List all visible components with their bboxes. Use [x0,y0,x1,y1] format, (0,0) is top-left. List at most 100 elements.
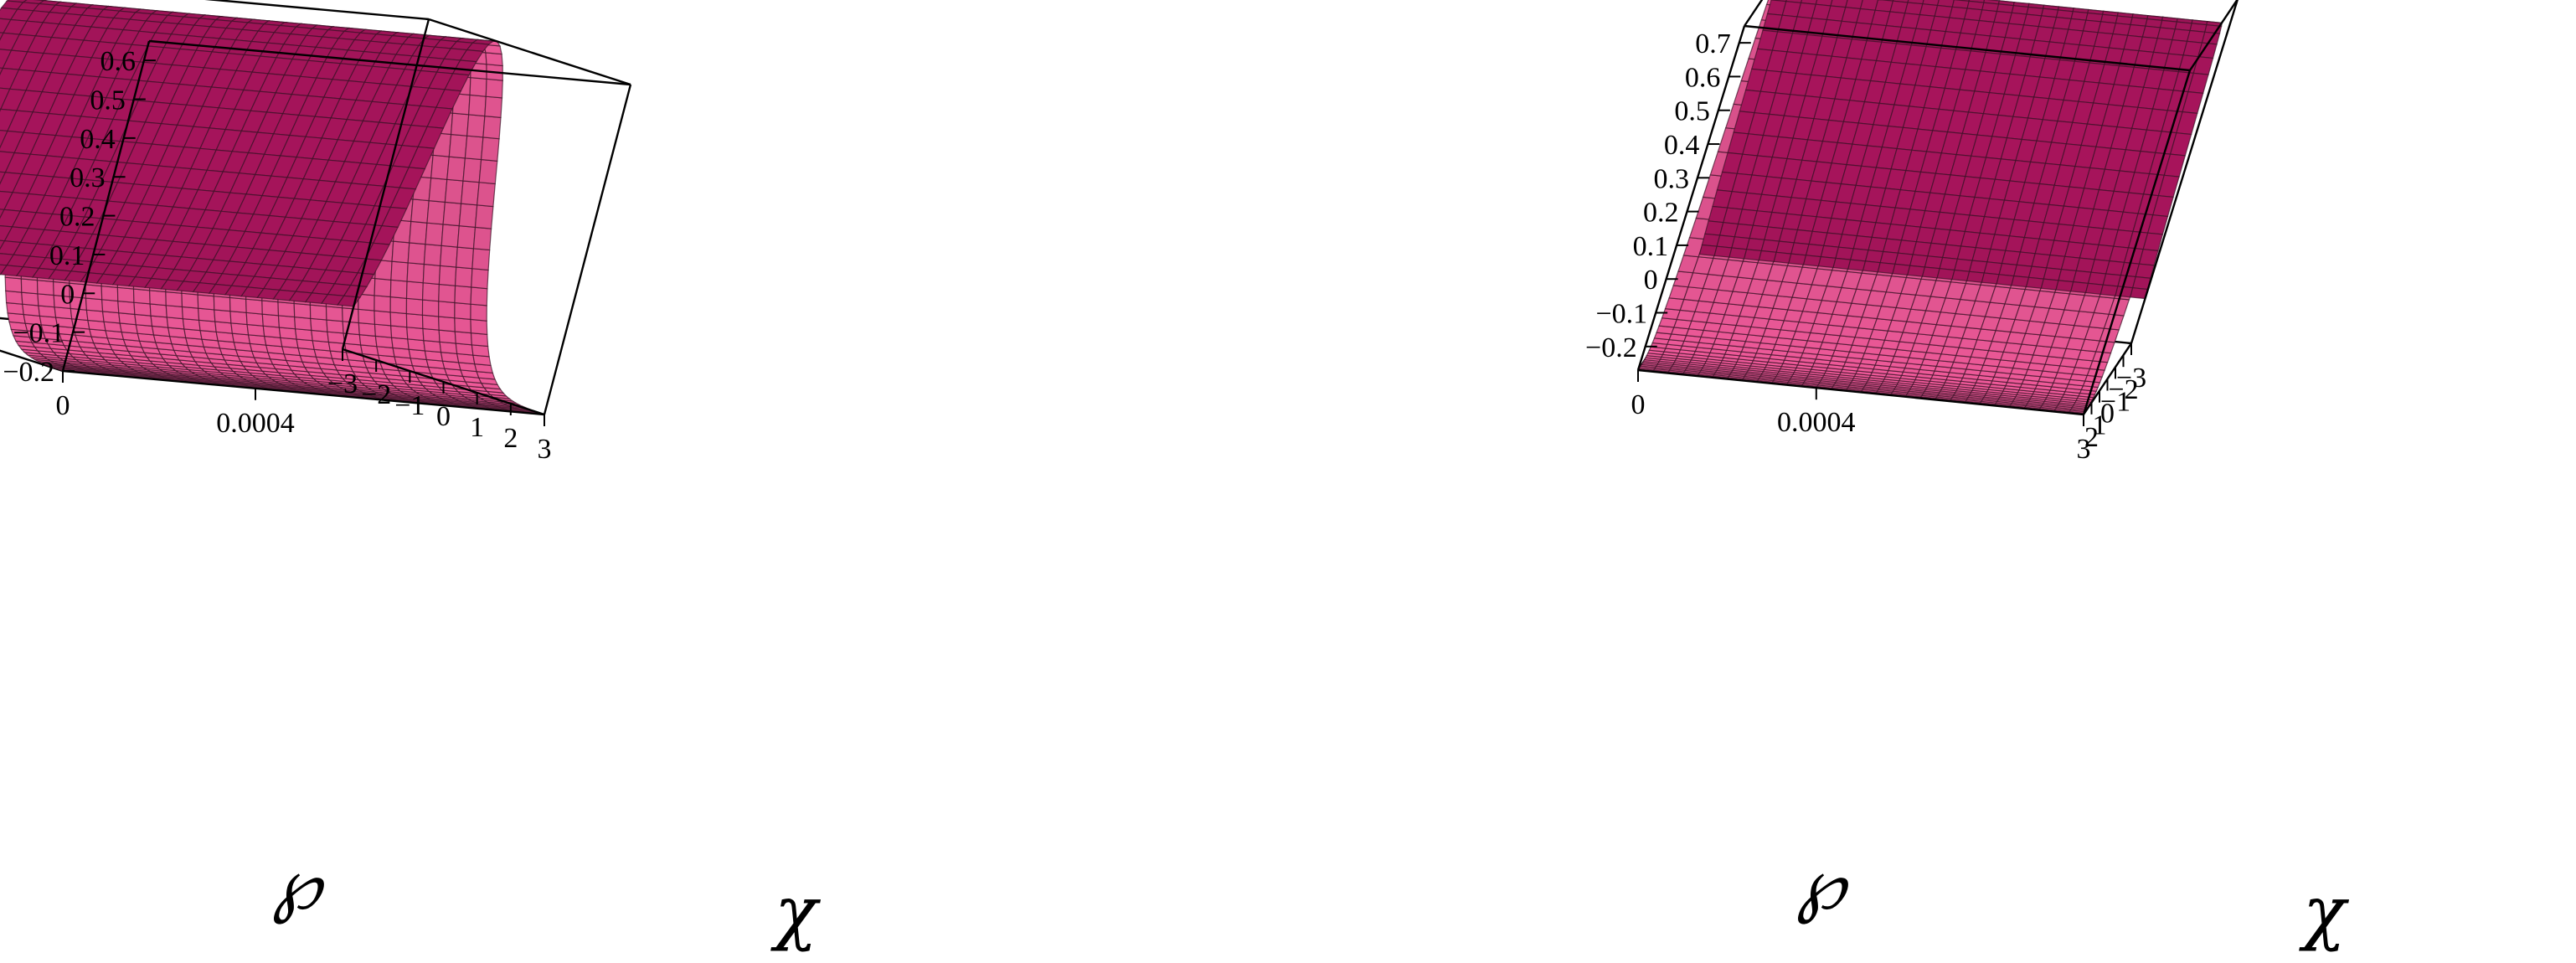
surface-patch [409,220,428,245]
surface-patch [36,279,54,296]
surface-patch [470,318,488,335]
surface-patch [464,135,484,161]
surface-patch [1743,249,1763,261]
surface-patch [261,313,281,328]
chi-tick-label: 0 [436,401,451,432]
surface-patch [132,288,151,305]
z-tick-label: 0.4 [80,124,116,155]
surface-patch [85,297,104,312]
axis-ticks: 0.60.50.40.30.20.10−0.1−0.200.00043210−1… [3,46,551,465]
surface-patch [133,301,152,317]
surface-patch [485,78,503,99]
axis-labels: ℘ χ [272,843,822,953]
box-edge [2130,0,2239,344]
surface-patch [407,242,426,265]
surface-patch [101,299,120,314]
surface-plot-right: 0.70.60.50.40.30.20.10−0.1−0.200.0004321… [1585,0,2350,953]
surface-patch [470,286,488,306]
box-edge [1744,0,1764,27]
box-edge [148,39,631,86]
surface-patch [1892,263,1911,276]
box-front-edges [61,18,632,416]
surface-patch [116,286,135,303]
z-tick-label: 0.2 [59,202,95,233]
surface-patch [1965,270,1986,283]
surface-patch [471,268,489,290]
chi-tick-label: 2 [2084,422,2099,453]
surface-patch [458,203,478,229]
z-tick-label: 0.1 [1633,231,1669,262]
surface-patch [1758,250,1777,263]
surface-patch [374,277,392,298]
surface-patch [405,312,424,330]
surface-patch [1728,247,1748,260]
surface-patch [421,314,440,331]
surface-patch [245,312,264,327]
surface-patch [294,316,312,332]
chi-tick-label: 0 [2100,399,2115,430]
y-axis-label: χ [2299,871,2350,953]
z-tick-label: 0 [1644,265,1658,296]
surface-patch [2040,278,2059,291]
surface-patch [214,309,232,324]
surface-patch [482,115,502,140]
surface-patch [20,278,39,295]
box-edge [428,18,631,86]
wp-tick-label: 0 [1631,389,1646,420]
surface-patch [438,316,456,332]
surface-patch [390,260,409,282]
surface-patch [37,293,55,308]
surface-patch [484,95,503,118]
surface-patch [438,301,456,319]
surface-patch [181,306,200,321]
chi-tick-label: 3 [2077,434,2091,465]
z-tick-label: −0.1 [1595,299,1647,330]
surface-patch [1936,268,1955,281]
surface-patch [1847,259,1867,271]
z-tick-label: −0.1 [13,318,64,349]
chi-tick-label: −2 [2108,374,2138,405]
z-tick-label: −0.2 [3,357,54,388]
surface-patch [389,312,408,328]
surface-patch [472,226,492,251]
z-tick-label: 0.3 [1653,163,1689,194]
z-tick-label: −0.2 [1585,332,1637,363]
surface-patch [374,310,392,327]
z-tick-label: 0.7 [1695,28,1731,59]
surface-patch [454,331,473,346]
surface-patch [1788,253,1807,265]
surface-patch [2070,281,2089,294]
surface-patch [430,154,450,180]
surface-plot-left: 0.60.50.40.30.20.10−0.1−0.200.00043210−1… [0,0,822,953]
surface-patch [245,298,263,315]
surface-patch [456,246,475,270]
z-tick-label: 0 [60,279,75,310]
surface-patch [474,204,494,229]
surface-patch [2055,280,2074,292]
surface-patch [438,329,456,344]
x-axis-label: ℘ [1796,843,1849,925]
surface-patch [1981,272,2000,285]
surface-patch [422,263,441,286]
box-edge [1744,24,2191,72]
surface-patch [293,302,312,319]
wp-tick-label: 0.0004 [216,408,295,439]
surface-patch [466,114,486,138]
surface-patch [277,315,296,330]
surface-patch [2025,276,2045,289]
surface-patch [1817,255,1837,269]
surface-patch [426,199,446,225]
surface-patch [374,295,391,313]
box-edge [0,349,64,373]
surface-patch [1713,245,1733,258]
surface-patch [450,112,470,136]
surface-patch [100,285,119,302]
surface-patch [410,198,430,224]
surface-patch [456,224,477,250]
z-tick-label: 0.2 [1643,198,1679,229]
surface-patch [326,319,344,334]
surface-patch [406,262,425,284]
surface-patch [1996,274,2015,286]
surface-patch [454,266,473,288]
